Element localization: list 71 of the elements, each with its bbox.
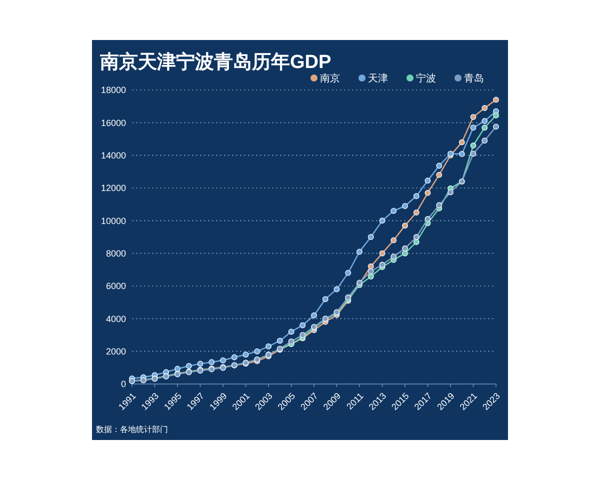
point xyxy=(402,245,408,252)
legend-label: 宁波 xyxy=(416,72,436,84)
point xyxy=(470,142,476,149)
point xyxy=(300,322,306,328)
point xyxy=(266,343,272,350)
point xyxy=(208,359,215,366)
y-tick-label: 8000 xyxy=(106,248,126,258)
point xyxy=(413,193,420,200)
point xyxy=(424,216,431,222)
point xyxy=(493,124,499,130)
y-tick-label: 2000 xyxy=(106,346,126,356)
point xyxy=(334,286,340,292)
point xyxy=(390,237,397,244)
y-tick-label: 0 xyxy=(120,379,126,390)
point xyxy=(458,151,465,158)
point xyxy=(470,124,476,131)
point xyxy=(356,248,362,255)
point xyxy=(368,234,374,240)
point xyxy=(458,139,465,146)
y-tick-label: 10000 xyxy=(100,216,126,226)
legend-label: 南京 xyxy=(320,72,340,84)
point xyxy=(436,162,442,169)
point xyxy=(288,328,294,335)
point xyxy=(402,202,408,209)
point xyxy=(470,150,476,157)
point xyxy=(368,268,374,274)
point xyxy=(424,178,431,184)
point xyxy=(390,208,397,214)
point xyxy=(379,250,386,256)
point xyxy=(197,360,204,367)
point xyxy=(402,222,408,229)
point xyxy=(482,138,488,144)
point xyxy=(448,189,454,196)
point xyxy=(311,312,317,318)
point xyxy=(436,202,442,208)
point xyxy=(436,172,442,178)
point xyxy=(493,112,499,118)
point xyxy=(276,338,283,344)
legend-label: 青岛 xyxy=(464,72,484,84)
y-tick-label: 12000 xyxy=(100,183,126,194)
point xyxy=(220,357,226,364)
point xyxy=(482,104,488,111)
chart-title: 南京天津宁波青岛历年GDP xyxy=(99,51,332,73)
point xyxy=(493,96,499,103)
point xyxy=(300,332,306,338)
point xyxy=(482,118,488,124)
point xyxy=(470,114,476,120)
legend-label: 天津 xyxy=(368,72,388,84)
point xyxy=(345,270,352,276)
point xyxy=(482,124,488,131)
point xyxy=(402,250,408,256)
point xyxy=(368,263,374,270)
point xyxy=(413,234,420,240)
point xyxy=(368,274,374,280)
point xyxy=(186,363,192,370)
point xyxy=(413,210,420,216)
point xyxy=(242,352,249,358)
y-tick-label: 14000 xyxy=(100,150,126,160)
y-tick-label: 4000 xyxy=(106,314,126,324)
point xyxy=(379,262,386,268)
text: 数据：各地统计部门 xyxy=(96,425,168,434)
point xyxy=(413,239,420,246)
point xyxy=(390,254,397,260)
point xyxy=(322,296,328,302)
point xyxy=(254,348,260,354)
y-tick-label: 18000 xyxy=(100,85,126,96)
y-tick-label: 16000 xyxy=(100,118,126,128)
y-tick-label: 6000 xyxy=(106,281,126,292)
point xyxy=(231,354,238,360)
point xyxy=(424,190,431,196)
point xyxy=(379,218,386,224)
